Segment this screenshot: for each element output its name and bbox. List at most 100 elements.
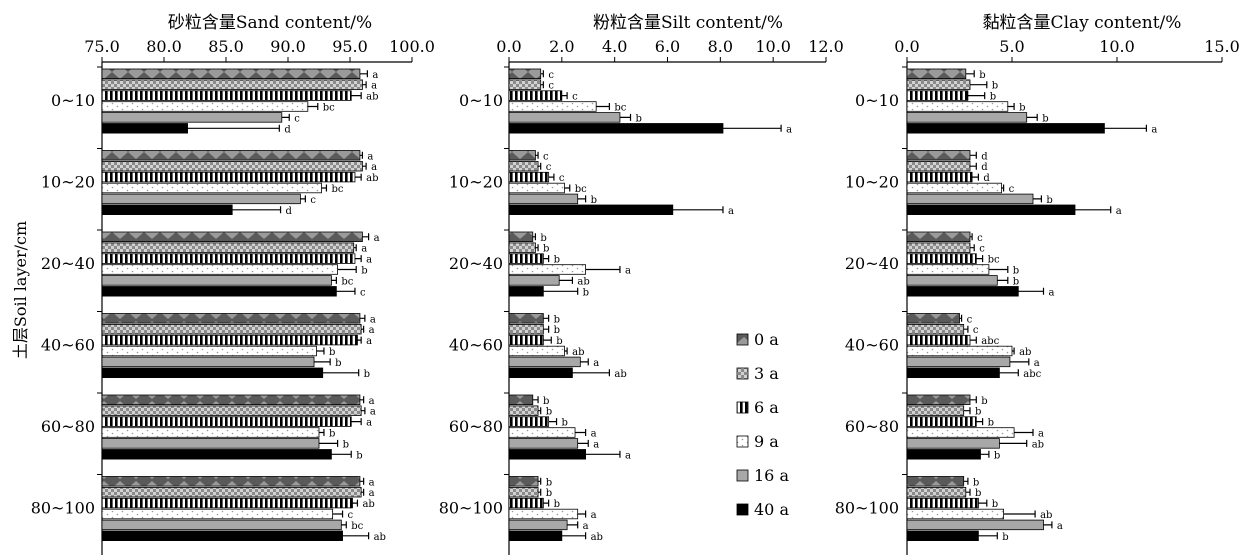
significance-letter: c bbox=[543, 151, 549, 162]
x-tick-label: 0.0 bbox=[496, 37, 521, 56]
error-bar bbox=[361, 488, 365, 496]
error-bar bbox=[337, 266, 357, 273]
error-bar bbox=[963, 407, 971, 415]
bar-16a-60~80 bbox=[508, 438, 579, 449]
significance-letter: a bbox=[593, 358, 599, 369]
x-tick-label: 8.0 bbox=[708, 37, 733, 56]
error-bar bbox=[540, 81, 544, 89]
panels-group: 砂粒含量Sand content/% 75.0 80.0 85.0 90.0 95.0 10… bbox=[31, 13, 1240, 555]
error-bar bbox=[963, 325, 969, 333]
bar-9a-10~20 bbox=[101, 182, 322, 194]
significance-letter: abc bbox=[981, 336, 999, 347]
significance-letter: b bbox=[591, 195, 597, 206]
significance-letter: d bbox=[981, 151, 988, 162]
legend-label: 0 a bbox=[754, 330, 779, 349]
bar-3a-10~20 bbox=[508, 160, 539, 172]
error-bar bbox=[332, 510, 344, 518]
bar-0a-10~20 bbox=[508, 150, 536, 161]
significance-letter: ab bbox=[1032, 439, 1044, 450]
bar-3a-60~80 bbox=[508, 405, 539, 416]
bar-3a-10~20 bbox=[101, 160, 363, 172]
significance-letter: a bbox=[361, 244, 367, 255]
bar-3a-80~100 bbox=[101, 486, 362, 498]
error-bar bbox=[559, 276, 573, 284]
x-tick-label: 4.0 bbox=[602, 37, 627, 56]
bar-9a-20~40 bbox=[906, 264, 990, 275]
bar-0a-10~20 bbox=[906, 150, 971, 161]
bar-16a-80~100 bbox=[906, 519, 1044, 531]
error-bar bbox=[1012, 347, 1015, 355]
error-bar bbox=[532, 396, 539, 404]
legend-swatch bbox=[736, 503, 749, 516]
error-bar bbox=[543, 325, 550, 333]
bar-16a-40~60 bbox=[101, 356, 315, 368]
category-label: 0~10 bbox=[51, 91, 95, 110]
significance-letter: a bbox=[625, 266, 631, 277]
error-bar bbox=[988, 266, 1009, 273]
y-axis-label: 土层Soil layer/cm bbox=[11, 221, 30, 359]
error-bar bbox=[538, 407, 542, 415]
significance-letter: a bbox=[625, 450, 631, 461]
bar-0a-80~100 bbox=[508, 476, 539, 487]
bar-6a-40~60 bbox=[906, 334, 971, 346]
error-bar bbox=[322, 369, 360, 377]
significance-letter: d bbox=[981, 162, 988, 173]
bar-16a-60~80 bbox=[906, 438, 1000, 449]
bar-16a-20~40 bbox=[508, 275, 560, 286]
significance-letter: b bbox=[329, 429, 335, 440]
error-bar bbox=[999, 439, 1028, 447]
bar-0a-60~80 bbox=[906, 394, 971, 406]
error-bar bbox=[970, 151, 977, 159]
significance-letter: a bbox=[1034, 358, 1040, 369]
significance-letter: ab bbox=[366, 173, 378, 184]
error-bar bbox=[361, 407, 366, 415]
bar-9a-10~20 bbox=[906, 182, 1002, 194]
bar-9a-20~40 bbox=[101, 264, 339, 275]
significance-letter: b bbox=[554, 325, 560, 336]
significance-letter: a bbox=[369, 488, 375, 499]
legend-label: 16 a bbox=[754, 466, 789, 485]
error-bar bbox=[1009, 358, 1030, 366]
bar-3a-20~40 bbox=[906, 242, 971, 253]
error-bar bbox=[572, 369, 610, 377]
panel-title-sand: 砂粒含量Sand content/% bbox=[168, 13, 372, 33]
significance-letter: b bbox=[546, 477, 552, 488]
legend-label: 9 a bbox=[754, 432, 779, 451]
bar-40a-10~20 bbox=[101, 204, 233, 216]
error-bar bbox=[970, 336, 977, 344]
bar-16a-0~10 bbox=[906, 112, 1028, 123]
legend-swatch bbox=[736, 469, 749, 482]
bar-16a-40~60 bbox=[906, 356, 1011, 368]
significance-letter: b bbox=[1046, 195, 1052, 206]
significance-letter: c bbox=[559, 173, 565, 184]
bar-9a-80~100 bbox=[906, 508, 1004, 520]
significance-letter: d bbox=[983, 173, 990, 184]
bar-16a-60~80 bbox=[101, 438, 320, 449]
bar-3a-0~10 bbox=[906, 79, 971, 90]
error-bar bbox=[361, 325, 365, 333]
error-bar bbox=[316, 347, 325, 355]
error-bar bbox=[351, 92, 362, 100]
category-label: 40~60 bbox=[41, 336, 95, 355]
bar-40a-10~20 bbox=[508, 204, 674, 216]
bar-40a-80~100 bbox=[101, 530, 343, 542]
error-bar bbox=[963, 477, 969, 485]
significance-letter: ab bbox=[1019, 347, 1031, 358]
error-bar bbox=[319, 439, 339, 447]
bar-6a-20~40 bbox=[508, 253, 544, 264]
bar-0a-0~10 bbox=[906, 68, 967, 80]
bar-3a-80~100 bbox=[906, 486, 967, 498]
bar-9a-10~20 bbox=[508, 182, 565, 194]
bar-3a-0~10 bbox=[101, 79, 363, 90]
error-bar bbox=[342, 532, 370, 540]
significance-letter: a bbox=[371, 81, 377, 92]
significance-letter: ab bbox=[374, 532, 386, 543]
bar-0a-60~80 bbox=[101, 394, 361, 406]
error-bar bbox=[585, 266, 621, 273]
significance-letter: d bbox=[286, 206, 293, 217]
bar-6a-0~10 bbox=[906, 90, 969, 101]
error-bar bbox=[300, 195, 306, 203]
significance-letter: bc bbox=[988, 255, 1000, 266]
error-bar bbox=[619, 113, 632, 121]
error-bar bbox=[1043, 521, 1053, 529]
